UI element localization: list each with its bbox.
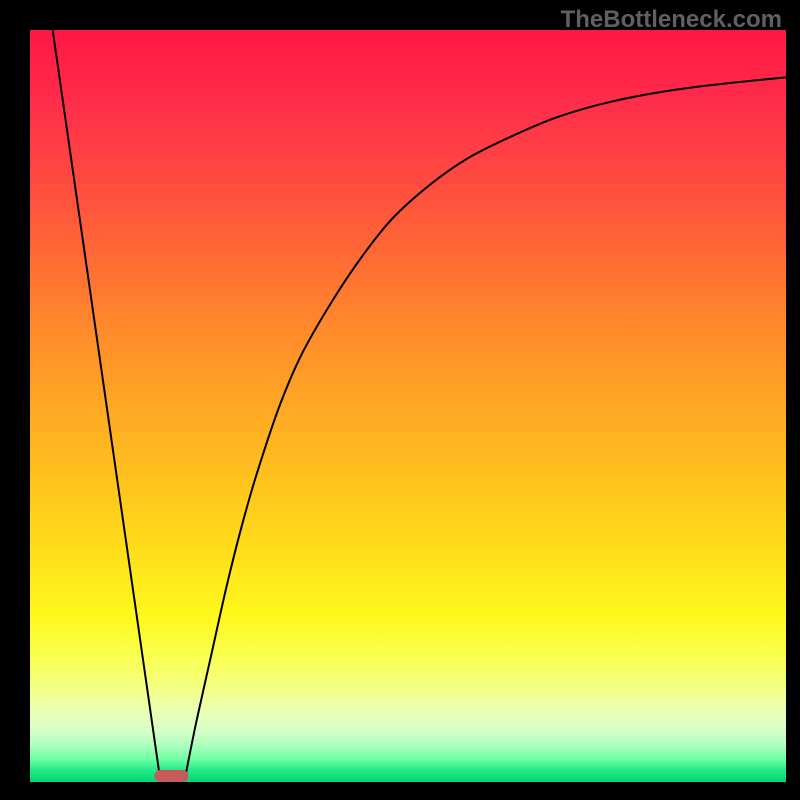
bottleneck-chart	[0, 0, 800, 800]
bottleneck-marker	[154, 770, 188, 782]
watermark-text: TheBottleneck.com	[561, 6, 782, 34]
chart-svg	[0, 0, 800, 800]
